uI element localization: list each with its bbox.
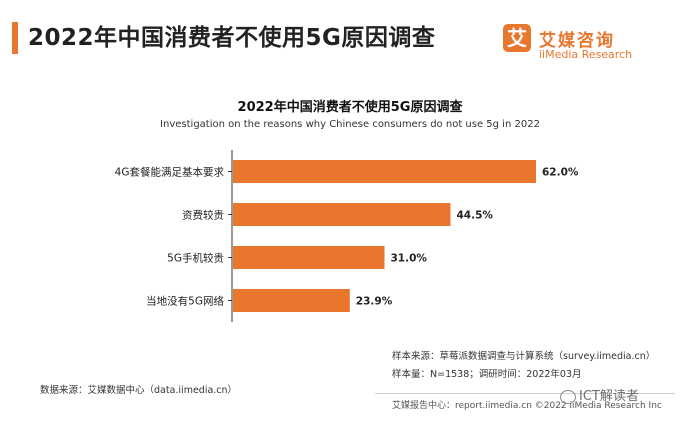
value-label: 23.9% [356,296,393,308]
data-source: 数据来源：艾媒数据中心（data.iimedia.cn） [40,385,238,396]
logo-name-en: iiMedia Research [539,48,633,61]
watermark: ICT解读者 [560,385,639,404]
page-title: 2022年中国消费者不使用5G原因调查 [28,25,436,51]
watermark-text: ICT解读者 [579,389,639,404]
iimedia-logo: 艾 艾媒咨询 iiMedia Research [503,24,678,68]
footer-divider [375,393,675,394]
bar [233,246,385,269]
value-label: 31.0% [391,253,428,265]
category-label: 当地没有5G网络 [146,295,224,308]
chart-subtitle: Investigation on the reasons why Chinese… [160,119,540,130]
sample-source: 样本来源：草莓派数据调查与计算系统（survey.iimedia.cn） [392,351,656,362]
category-label: 资费较贵 [182,209,224,222]
value-label: 44.5% [456,210,493,222]
logo-mark-icon: 艾 [503,24,531,52]
report-footer: 艾媒报告中心：report.iimedia.cn ©2022 iiMedia R… [392,401,662,411]
value-label: 62.0% [542,167,579,179]
bar [233,160,536,183]
chart-title: 2022年中国消费者不使用5G原因调查 [237,100,463,115]
category-label: 4G套餐能满足基本要求 [115,166,225,179]
bar [233,289,350,312]
sample-size: 样本量：N=1538；调研时间：2022年03月 [392,369,582,380]
bar [233,203,451,226]
category-label: 5G手机较贵 [167,252,224,265]
logo-name-cn: 艾媒咨询 [539,31,615,51]
title-accent-bar [12,22,18,54]
wechat-icon [560,389,576,404]
